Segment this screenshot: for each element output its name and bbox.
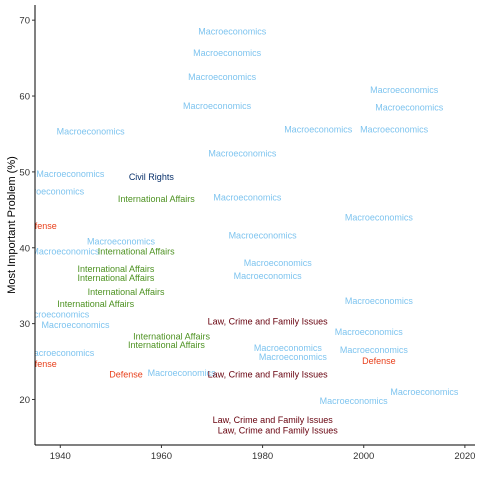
x-tick-label: 2020: [454, 451, 475, 462]
data-point-label: Macroeconomics: [360, 124, 429, 134]
data-point-label: Macroeconomics: [375, 102, 444, 112]
y-tick-label: 20: [19, 395, 30, 406]
data-point-label: Defense: [23, 221, 57, 231]
data-point-label: International Affairs: [57, 299, 134, 309]
data-point-label: Macroeconomics: [229, 231, 298, 241]
data-point-label: Macroeconomics: [148, 368, 217, 378]
data-point-label: Macroeconomics: [57, 127, 126, 137]
x-tick-label: 1940: [50, 451, 71, 462]
data-point-label: International Affairs: [88, 287, 165, 297]
data-point-label: International Affairs: [98, 247, 175, 257]
data-point-label: Macroeconomics: [188, 72, 257, 82]
data-point-label: International Affairs: [77, 264, 154, 274]
data-point-label: Macroeconomics: [208, 149, 277, 159]
data-point-label: Law, Crime and Family Issues: [208, 369, 329, 379]
data-point-label: Defense: [362, 356, 396, 366]
data-point-label: Macroeconomics: [16, 187, 85, 197]
data-point-label: Law, Crime and Family Issues: [213, 415, 334, 425]
x-tick-label: 1980: [252, 451, 273, 462]
data-point-label: Macroeconomics: [31, 247, 100, 257]
data-point-label: Macroeconomics: [198, 27, 267, 37]
data-point-label: Macroeconomics: [21, 310, 90, 320]
data-point-label: Macroeconomics: [340, 345, 409, 355]
data-point-label: Macroeconomics: [183, 101, 252, 111]
y-tick-label: 50: [19, 167, 30, 178]
data-point-label: Macroeconomics: [320, 396, 389, 406]
y-tick-label: 70: [19, 16, 30, 27]
x-tick-label: 1960: [151, 451, 172, 462]
data-point-label: Macroeconomics: [87, 237, 156, 247]
data-point-label: International Affairs: [133, 332, 210, 342]
y-tick-label: 60: [19, 92, 30, 103]
data-point-label: Macroeconomics: [26, 348, 95, 358]
data-point-label: International Affairs: [118, 194, 195, 204]
data-point-label: Macroeconomics: [193, 48, 262, 58]
data-point-label: Macroeconomics: [41, 320, 110, 330]
data-point-label: Macroeconomics: [390, 387, 459, 397]
data-point-label: Macroeconomics: [254, 343, 323, 353]
data-point-label: Civil Rights: [129, 172, 175, 182]
data-point-label: Macroeconomics: [36, 169, 105, 179]
data-point-label: Law, Crime and Family Issues: [218, 426, 339, 436]
data-point-label: Macroeconomics: [244, 258, 313, 268]
data-point-label: Macroeconomics: [335, 327, 404, 337]
data-point-label: Defense: [23, 359, 57, 369]
data-point-label: Macroeconomics: [234, 271, 303, 281]
data-point-label: Macroeconomics: [345, 296, 414, 306]
data-point-label: Macroeconomics: [259, 352, 328, 362]
y-tick-label: 30: [19, 319, 30, 330]
y-tick-label: 40: [19, 243, 30, 254]
data-point-label: International Affairs: [77, 273, 154, 283]
x-tick-label: 2000: [353, 451, 374, 462]
data-point-label: Law, Crime and Family Issues: [208, 316, 329, 326]
data-point-label: Macroeconomics: [345, 212, 414, 222]
data-point-label: Macroeconomics: [370, 85, 439, 95]
data-point-label: Defense: [109, 369, 143, 379]
data-point-label: International Affairs: [128, 340, 205, 350]
data-point-label: Macroeconomics: [284, 124, 353, 134]
data-point-label: Macroeconomics: [213, 193, 282, 203]
y-axis-title: Most Important Problem (%): [6, 156, 18, 294]
